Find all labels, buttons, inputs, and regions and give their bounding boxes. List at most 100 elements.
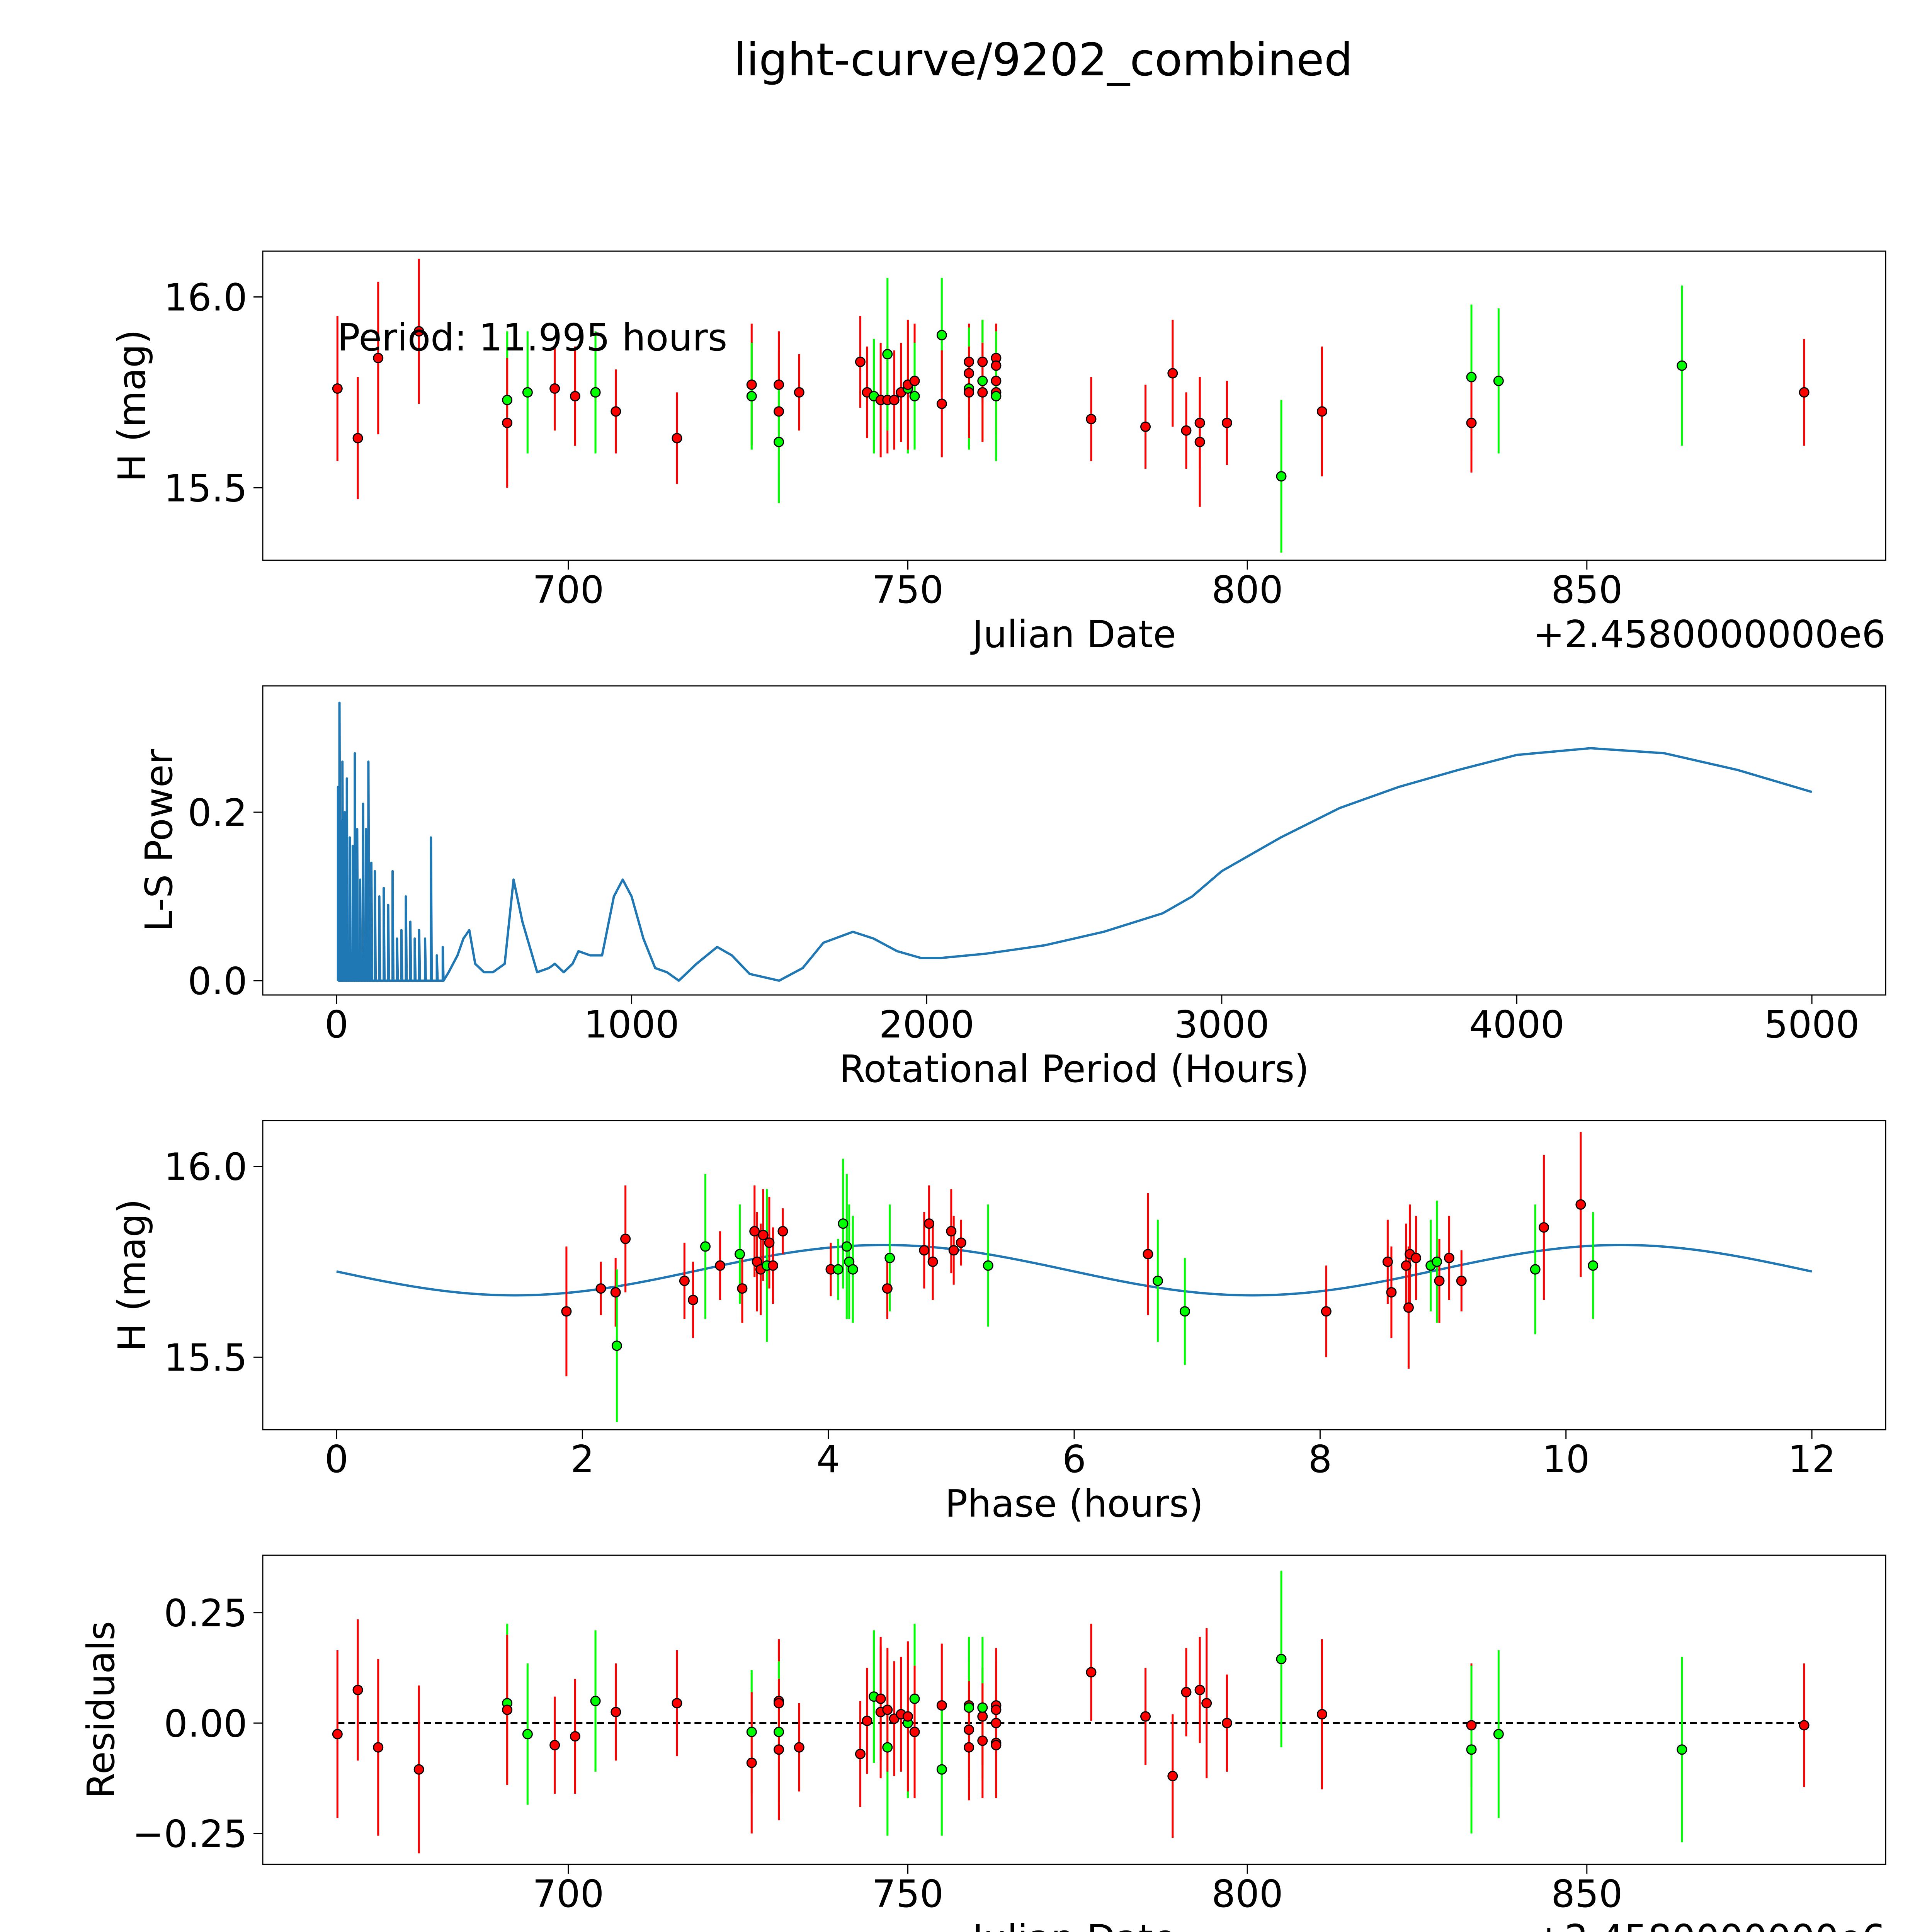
data-point-red (991, 376, 1002, 386)
data-point-red (1316, 406, 1327, 417)
data-point-red (977, 356, 988, 367)
data-point-green (909, 1693, 920, 1704)
x-tick-label: 8 (1308, 1437, 1332, 1481)
data-point-red (991, 1718, 1002, 1728)
data-point-red (1434, 1276, 1445, 1286)
data-point-red (746, 379, 757, 390)
data-point-green (746, 391, 757, 401)
y-tick-label: 15.5 (164, 466, 247, 510)
data-point-red (749, 1226, 760, 1236)
data-point-red (332, 383, 343, 394)
data-point-red (1466, 417, 1477, 428)
data-point-red (1444, 1253, 1454, 1264)
x-offset-label: +2.4580000000e6 (1533, 612, 1886, 656)
light-curve-panel: 700 750 800 850 15.5 16.0 Julian Date H (mag) +2… (110, 250, 1886, 656)
data-point-red (413, 1764, 424, 1775)
model-fit-curve (336, 1243, 1812, 1297)
power-spectrum-line (337, 701, 1812, 982)
data-point-red (1575, 1199, 1586, 1210)
residuals-panel: 700 750 800 850 −0.25 0.00 0.25 Julian Date Resi… (79, 1554, 1886, 1932)
data-point-red (1538, 1222, 1549, 1233)
data-point-red (902, 1711, 913, 1722)
data-point-green (1493, 1729, 1504, 1740)
data-point-red (964, 387, 975, 398)
x-tick-label: 1000 (584, 1003, 679, 1046)
data-point-red (746, 1757, 757, 1768)
data-point-red (1221, 1718, 1232, 1728)
data-point-red (855, 356, 866, 367)
y-tick-label: 0.0 (188, 959, 247, 1003)
data-point-red (774, 1698, 784, 1709)
x-tick-label: 850 (1551, 1872, 1622, 1916)
x-tick-label: 800 (1212, 1872, 1283, 1916)
data-point-red (956, 1237, 966, 1248)
data-point-red (549, 383, 560, 394)
x-tick-label: 850 (1551, 568, 1622, 612)
data-point-green (611, 1340, 622, 1351)
data-point-green (522, 387, 533, 398)
data-point-red (777, 1226, 788, 1236)
data-point-green (1466, 1744, 1477, 1755)
data-point-red (352, 1685, 363, 1696)
period-annotation: Period: 11.995 hours (337, 316, 727, 359)
data-point-green (909, 391, 920, 401)
periodogram-panel: 0 1000 2000 3000 4000 5000 0.0 0.2 Rotational Pe… (137, 685, 1886, 1091)
data-point-red (502, 417, 513, 428)
data-point-green (1677, 360, 1687, 371)
data-point-red (991, 1740, 1002, 1750)
data-point-red (977, 1711, 988, 1722)
x-tick-label: 700 (532, 1872, 604, 1916)
data-point-red (964, 368, 975, 379)
data-point-green (1152, 1276, 1163, 1286)
data-point-red (595, 1283, 606, 1294)
x-tick-label: 12 (1788, 1437, 1835, 1481)
y-tick-label: 16.0 (164, 1145, 247, 1189)
x-tick-label: 2 (570, 1437, 594, 1481)
data-point-green (1466, 372, 1477, 383)
data-point-red (948, 1245, 959, 1256)
data-point-red (561, 1306, 572, 1317)
data-point-red (1401, 1260, 1412, 1271)
data-point-red (570, 1731, 580, 1742)
data-point-red (855, 1748, 866, 1759)
data-point-red (737, 1283, 748, 1294)
data-point-green (983, 1260, 993, 1271)
data-point-red (977, 1735, 988, 1746)
y-tick-label: −0.25 (133, 1812, 247, 1856)
data-point-red (715, 1260, 726, 1271)
data-point-green (964, 1702, 975, 1713)
data-point-green (700, 1241, 711, 1252)
y-tick-label: 15.5 (164, 1336, 247, 1379)
data-point-red (1194, 417, 1205, 428)
y-tick-label: 0.00 (164, 1702, 247, 1745)
data-point-red (1403, 1302, 1414, 1313)
data-point-green (1493, 376, 1504, 386)
data-point-red (862, 1716, 872, 1726)
data-point-red (889, 395, 900, 405)
data-point-red (909, 1726, 920, 1737)
y-tick-label: 0.2 (188, 791, 247, 835)
data-point-green (977, 1702, 988, 1713)
data-point-green (847, 1264, 858, 1275)
data-point-red (767, 1260, 778, 1271)
y-axis-label: H (mag) (110, 1199, 154, 1352)
data-point-red (794, 1742, 804, 1753)
data-point-red (964, 1742, 975, 1753)
y-axis-label: Residuals (79, 1621, 123, 1799)
data-point-green (1276, 1654, 1287, 1665)
x-tick-label: 4000 (1469, 1003, 1565, 1046)
data-point-red (964, 356, 975, 367)
data-point-red (774, 1744, 784, 1755)
data-point-red (794, 387, 804, 398)
data-point-red (977, 387, 988, 398)
x-tick-label: 0 (325, 1437, 349, 1481)
data-point-red (1194, 1685, 1205, 1696)
data-point-green (774, 437, 784, 447)
data-point-red (373, 353, 384, 364)
data-point-red (764, 1237, 775, 1248)
data-point-red (909, 376, 920, 386)
x-offset-label: +2.4580000000e6 (1533, 1917, 1886, 1932)
data-point-red (991, 360, 1002, 371)
data-point-green (1588, 1260, 1599, 1271)
data-point-red (352, 433, 363, 444)
